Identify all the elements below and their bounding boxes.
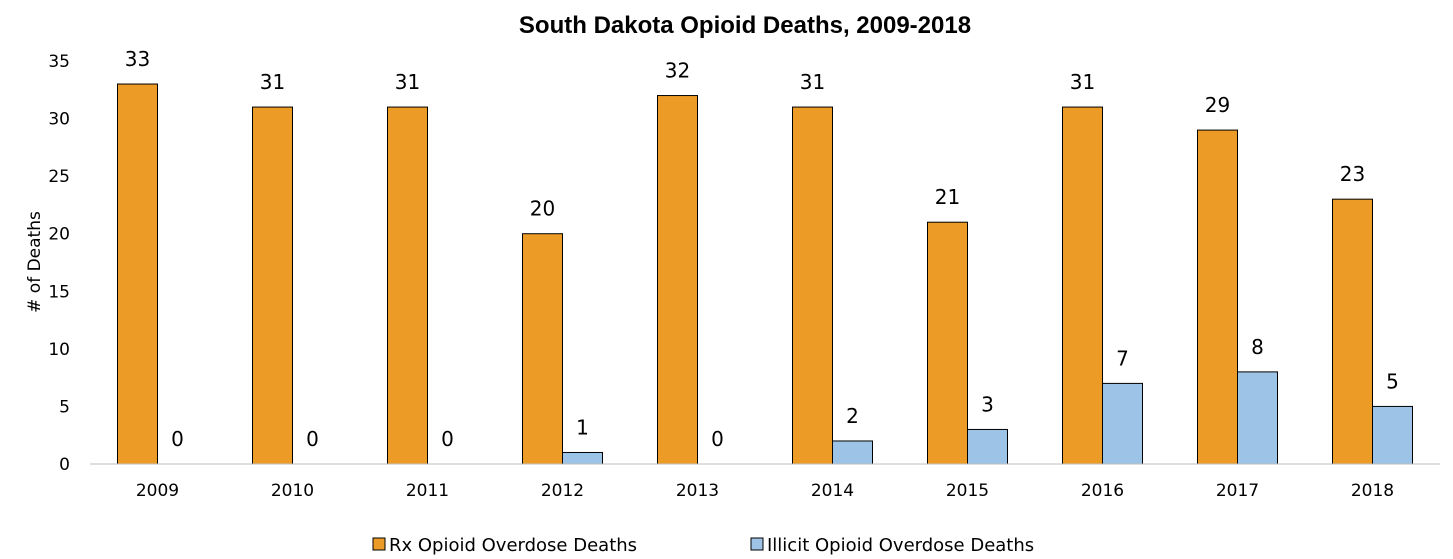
- x-axis-ticks: 2009 2010 2011 2012 2013 2014 2015 2016 2017 2018: [136, 481, 1394, 501]
- y-tick-label: 15: [48, 282, 70, 302]
- rx-data-label: 31: [395, 70, 420, 94]
- illicit-data-label: 3: [981, 392, 994, 416]
- y-tick-label: 30: [48, 110, 70, 130]
- rx-bar: [1332, 198, 1373, 465]
- x-tick-label: 2018: [1351, 481, 1394, 501]
- legend-label: Illicit Opioid Overdose Deaths: [767, 535, 1034, 556]
- chart-title: South Dakota Opioid Deaths, 2009-2018: [519, 12, 971, 39]
- legend-item-rx: Rx Opioid Overdose Deaths: [372, 535, 637, 556]
- rx-bar: [1062, 106, 1103, 465]
- rx-data-label: 32: [665, 59, 690, 83]
- rx-data-label: 29: [1205, 93, 1230, 117]
- y-tick-label: 35: [48, 52, 70, 72]
- illicit-data-label: 8: [1251, 335, 1264, 359]
- rx-bar: [657, 95, 698, 465]
- legend-swatch: [750, 537, 764, 551]
- rx-bar: [1197, 129, 1238, 465]
- illicit-bar: [1237, 371, 1278, 465]
- x-tick-label: 2014: [811, 481, 854, 501]
- rx-bar: [927, 221, 968, 465]
- x-tick-label: 2015: [946, 481, 989, 501]
- illicit-data-label: 1: [576, 415, 589, 439]
- illicit-bar: [832, 440, 873, 465]
- y-tick-label: 0: [59, 455, 70, 475]
- illicit-data-label: 0: [306, 427, 319, 451]
- data-labels: 33 0 31 0 31 0 20 1 32 0 31 2 21 3 31 7 29 8 23 5: [125, 47, 1399, 451]
- rx-data-label: 31: [260, 70, 285, 94]
- rx-bar: [387, 106, 428, 465]
- illicit-data-label: 0: [441, 427, 454, 451]
- y-tick-label: 10: [48, 340, 70, 360]
- y-tick-label: 25: [48, 167, 70, 187]
- rx-bar: [522, 233, 563, 465]
- illicit-data-label: 2: [846, 404, 859, 428]
- x-tick-label: 2012: [541, 481, 584, 501]
- illicit-bar: [562, 451, 603, 465]
- x-tick-label: 2011: [406, 481, 449, 501]
- x-tick-label: 2013: [676, 481, 719, 501]
- legend: Rx Opioid Overdose Deaths Illicit Opioid …: [372, 535, 1034, 556]
- illicit-data-label: 0: [711, 427, 724, 451]
- illicit-bar: [967, 428, 1008, 465]
- rx-data-label: 33: [125, 47, 150, 71]
- rx-bar: [792, 106, 833, 465]
- illicit-data-label: 7: [1116, 346, 1129, 370]
- legend-item-illicit: Illicit Opioid Overdose Deaths: [750, 535, 1034, 556]
- x-tick-label: 2016: [1081, 481, 1124, 501]
- x-tick-label: 2010: [271, 481, 314, 501]
- legend-label: Rx Opioid Overdose Deaths: [389, 535, 637, 556]
- illicit-data-label: 5: [1386, 369, 1399, 393]
- rx-data-label: 23: [1340, 162, 1365, 186]
- x-tick-label: 2017: [1216, 481, 1259, 501]
- y-axis-label: # of Deaths: [25, 211, 45, 313]
- illicit-bar: [1372, 405, 1413, 465]
- legend-swatch: [372, 537, 386, 551]
- rx-data-label: 21: [935, 185, 960, 209]
- illicit-data-label: 0: [171, 427, 184, 451]
- rx-data-label: 31: [1070, 70, 1095, 94]
- y-tick-label: 5: [59, 397, 70, 417]
- rx-data-label: 20: [530, 197, 555, 221]
- illicit-bar: [1102, 382, 1143, 465]
- y-axis-ticks: 0 5 10 15 20 25 30 35: [48, 52, 70, 475]
- rx-data-label: 31: [800, 70, 825, 94]
- bars: [117, 83, 1413, 465]
- x-tick-label: 2009: [136, 481, 179, 501]
- rx-bar: [252, 106, 293, 465]
- rx-bar: [117, 83, 158, 465]
- y-tick-label: 20: [48, 225, 70, 245]
